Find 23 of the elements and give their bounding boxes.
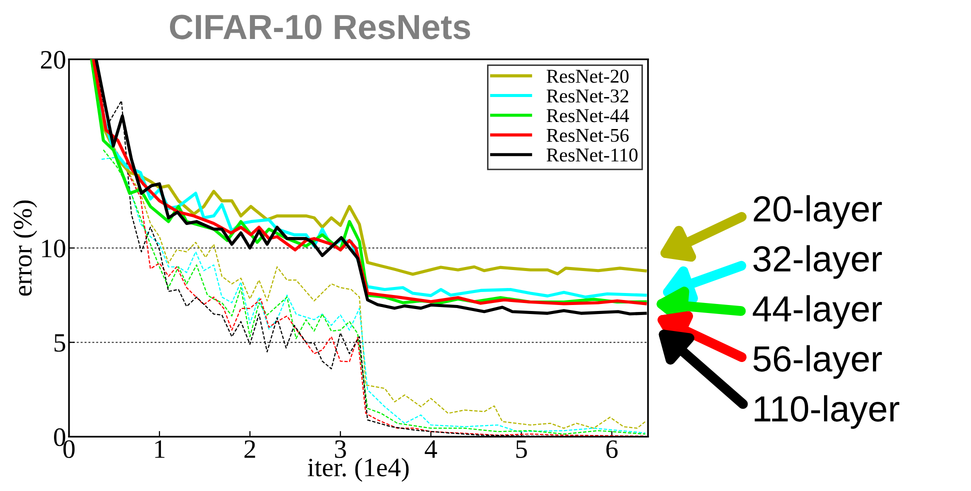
x-tick-label: 5 <box>516 440 527 458</box>
x-tick-label: 4 <box>424 440 438 458</box>
y-tick-label: 20 <box>40 50 66 69</box>
text: 20-layer <box>754 195 882 229</box>
legend-label: ResNet-110 <box>546 148 638 162</box>
y-tick-label: 5 <box>54 334 66 352</box>
text: 110-layer <box>754 395 900 429</box>
legend-label: ResNet-20 <box>546 70 629 83</box>
text: 56-layer <box>753 345 882 379</box>
chart-title: CIFAR-10 ResNets <box>170 14 470 40</box>
x-tick-label: 2 <box>244 440 256 458</box>
y-tick-label: 10 <box>42 240 66 258</box>
text: 44-layer <box>752 295 882 329</box>
legend-label: ResNet-44 <box>546 109 629 122</box>
text: 32-layer <box>753 245 882 279</box>
y-tick-label: 0 <box>54 428 66 446</box>
x-axis-title: iter. (1e4) <box>308 458 409 482</box>
x-tick-label: 3 <box>335 440 346 458</box>
x-tick-label: 1 <box>155 440 164 458</box>
legend-label: ResNet-32 <box>546 89 628 103</box>
legend-label: ResNet-56 <box>546 128 629 142</box>
x-tick-label: 6 <box>606 440 618 458</box>
y-axis-title: error (%) <box>13 200 38 296</box>
